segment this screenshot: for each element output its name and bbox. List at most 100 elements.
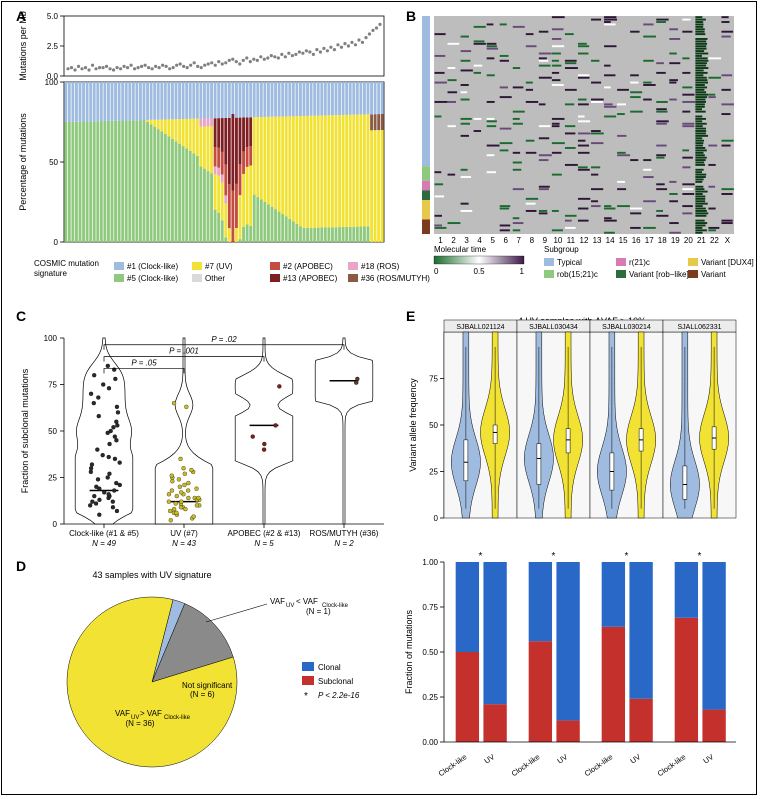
heatmap-cell [682, 183, 694, 185]
signature-bar [292, 116, 295, 221]
heatmap-cell [669, 200, 678, 202]
heatmap-cell [721, 193, 732, 195]
violin-n: N = 43 [172, 539, 196, 548]
signature-bar [178, 82, 181, 119]
signature-bar [299, 82, 302, 116]
mutation-rate-point [357, 38, 360, 41]
heatmap-cell [565, 60, 577, 62]
violin-point [170, 474, 174, 478]
heatmap-cell [695, 72, 707, 74]
svg-text:5.0: 5.0 [47, 12, 59, 21]
legend-swatch [270, 274, 280, 282]
signature-bar [153, 120, 156, 127]
bar-clonal [675, 562, 698, 618]
mutation-rate-point [329, 46, 332, 49]
violin-point [111, 500, 115, 504]
mutation-rate-point [182, 65, 185, 68]
heatmap-cell [669, 82, 676, 84]
heatmap-cell [695, 212, 708, 214]
heatmap-cell [656, 123, 667, 125]
heatmap-cell [578, 140, 585, 142]
subgroup-label: Variant [701, 270, 727, 279]
heatmap-cell [695, 116, 702, 118]
signature-bar [175, 141, 178, 242]
heatmap-cell [669, 181, 676, 183]
heatmap-cell [695, 132, 706, 134]
svg-text:< VAF: < VAF [296, 597, 318, 606]
vaf-box [537, 444, 541, 485]
mutation-rate-point [298, 50, 301, 53]
heatmap-cell [695, 96, 707, 98]
vaf-box [683, 466, 687, 499]
mutation-rate-point [287, 52, 290, 55]
legend-label: #2 (APOBEC) [283, 262, 333, 271]
signature-bar [352, 227, 355, 242]
signature-bar [68, 122, 71, 242]
heatmap-cell [695, 21, 703, 23]
chrom-label: 4 [477, 236, 482, 245]
heatmap-cell [539, 159, 549, 161]
signature-bar [324, 227, 327, 242]
signature-bar [256, 117, 259, 197]
mutation-rate-point [80, 67, 83, 70]
signature-bar [157, 82, 160, 120]
signature-bar [320, 228, 323, 242]
svg-text:UV: UV [286, 603, 294, 609]
signature-bar [281, 117, 284, 215]
heatmap-cell [539, 60, 548, 62]
heatmap-cell [695, 162, 704, 164]
heatmap-cell [526, 89, 533, 91]
heatmap-cell [604, 23, 616, 25]
signature-bar [367, 114, 370, 226]
signature-bar [214, 210, 217, 242]
heatmap-cell [721, 31, 733, 33]
heatmap-cell [695, 31, 704, 33]
signature-bar [331, 115, 334, 227]
mutation-rate-point [221, 62, 224, 65]
heatmap-cell [682, 205, 692, 207]
heatmap-cell [695, 188, 704, 190]
heatmap-cell [565, 89, 577, 91]
violin-point [113, 457, 117, 461]
legend-label: #1 (Clock-like) [127, 262, 178, 271]
heatmap-cell [656, 72, 666, 74]
violin-catlabel: UV (#7) [170, 529, 198, 538]
heatmap-cell [695, 67, 708, 69]
mutation-rate-point [273, 55, 276, 58]
heatmap-cell [656, 145, 666, 147]
violin-point [169, 518, 173, 522]
mutation-rate-point [319, 50, 322, 53]
signature-bar [267, 82, 270, 117]
heatmap-cell [695, 118, 706, 120]
heatmap-cell [695, 103, 704, 105]
chrom-label: 13 [593, 236, 602, 245]
signature-bar [167, 119, 170, 136]
heatmap-cell [552, 79, 561, 81]
heatmap-cell [695, 210, 706, 212]
signature-bar [246, 167, 249, 225]
mutation-rate-point [151, 67, 154, 70]
heatmap-cell [578, 77, 590, 79]
heatmap-cell [695, 200, 705, 202]
violin-point [186, 489, 190, 493]
sig-asterisk: * [698, 551, 702, 562]
legend-clonal-label: Clonal [318, 663, 341, 672]
violin-point [170, 489, 174, 493]
svg-text:50: 50 [429, 421, 438, 430]
violin-point [179, 505, 183, 509]
heatmap-cell [565, 227, 576, 229]
heatmap-cell [630, 208, 642, 210]
signature-bar [310, 228, 313, 242]
signature-bar [313, 228, 316, 242]
heatmap-cell [656, 120, 669, 122]
violin-point [179, 490, 183, 494]
heatmap-cell [695, 186, 703, 188]
chrom-label: 2 [451, 236, 456, 245]
heatmap-background [434, 16, 734, 234]
signature-bar [93, 82, 96, 121]
signature-bar [135, 120, 138, 242]
svg-text:Fraction of subclonal mutation: Fraction of subclonal mutations [20, 368, 30, 493]
heatmap-cell [539, 31, 548, 33]
heatmap-cell [682, 19, 690, 21]
subgroup-label: Variant [rob−like] [629, 270, 689, 279]
